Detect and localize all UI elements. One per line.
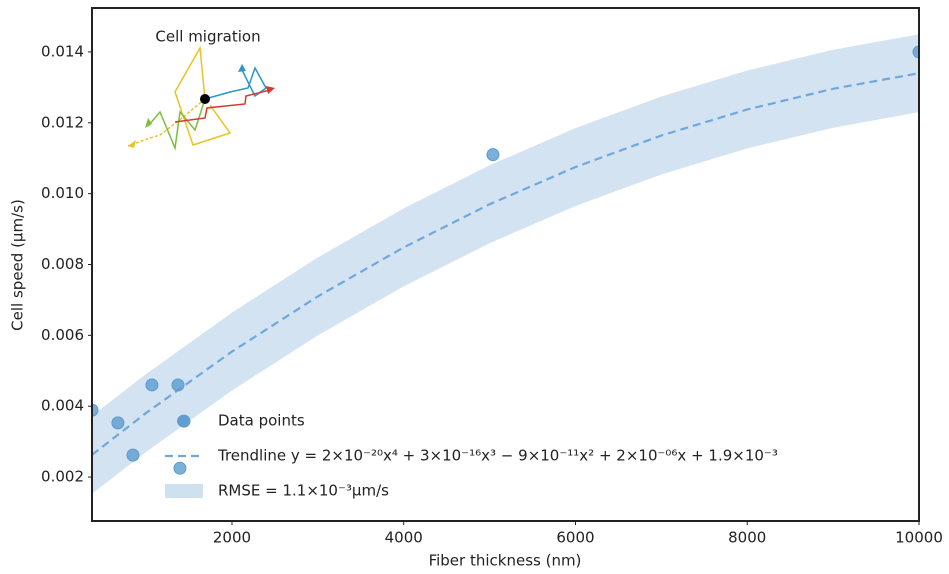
legend: Data points Trendline y = 2×10⁻²⁰x⁴ + 3×1… [165,412,778,500]
y-tick-label: 0.014 [41,42,84,60]
path-red [174,89,271,123]
data-point [912,45,919,59]
data-point [486,148,500,162]
trendline [92,72,919,456]
annotation: Cell migration [155,28,260,46]
x-tick-label: 2000 [213,529,251,547]
y-tick-label: 0.004 [41,397,84,415]
data-point [126,448,140,462]
legend-marker [177,415,189,427]
path-green [147,98,206,151]
y-tick-label: 0.002 [41,468,84,486]
arrow-blue [238,64,246,72]
data-point [173,461,187,475]
plot-area [92,34,919,494]
x-tick-label: 8000 [728,529,766,547]
arrow-green [145,118,152,128]
y-tick-label: 0.012 [41,113,84,131]
data-point [111,416,125,430]
path-blue [204,66,267,100]
x-tick-label: 10000 [895,529,943,547]
arrow-yellow [128,140,136,148]
origin-dot [200,94,210,104]
y-tick-label: 0.006 [41,326,84,344]
rmse-band [92,34,919,494]
path-yellow [174,45,232,146]
legend-label: Trendline y = 2×10⁻²⁰x⁴ + 3×10⁻¹⁶x³ − 9×… [217,447,778,465]
legend-label: Data points [218,412,305,430]
y-axis-label: Cell speed (μm/s) [9,199,27,331]
legend-marker [165,484,203,498]
data-point [171,378,185,392]
inset-diagram: Cell migration [127,28,275,151]
path-yellow-tail [127,98,206,147]
y-tick-label: 0.010 [41,184,84,202]
data-point [145,378,159,392]
y-tick-label: 0.008 [41,255,84,273]
data-point [92,403,99,417]
x-tick-label: 4000 [385,529,423,547]
x-axis-label: Fiber thickness (nm) [429,552,582,570]
arrow-red [266,86,275,94]
axes: Fiber thickness (nm) Cell speed (μm/s) 2… [9,7,943,570]
legend-label: RMSE = 1.1×10⁻³μm/s [218,482,389,500]
x-tick-label: 6000 [556,529,594,547]
